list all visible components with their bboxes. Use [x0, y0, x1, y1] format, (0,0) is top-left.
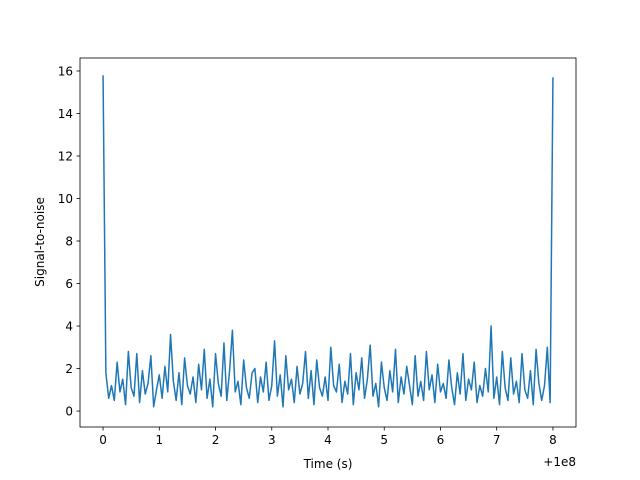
x-axis-label: Time (s): [303, 457, 353, 471]
line: [102, 75, 554, 408]
x-tick-label: 0: [99, 433, 107, 447]
axes-frame: [79, 57, 577, 428]
y-tick-label: 2: [65, 362, 73, 376]
x-tick-label: 1: [155, 433, 163, 447]
x-tick-label: 6: [437, 433, 445, 447]
x-tick-label: 8: [549, 433, 557, 447]
y-axis-label: Signal-to-noise: [33, 197, 47, 287]
y-tick-label: 14: [58, 107, 73, 121]
x-tick-label: 2: [212, 433, 220, 447]
x-tick-label: 5: [380, 433, 388, 447]
y-tick-label: 8: [65, 235, 73, 249]
y-tick-label: 10: [58, 192, 73, 206]
x-tick-label: 4: [324, 433, 332, 447]
y-tick-label: 4: [65, 320, 73, 334]
x-offset-label: +1e8: [543, 455, 576, 469]
y-tick-label: 6: [65, 277, 73, 291]
x-tick-label: 7: [493, 433, 501, 447]
y-tick-label: 12: [58, 149, 73, 163]
y-tick-label: 0: [65, 405, 73, 419]
y-tick-label: 16: [58, 64, 73, 78]
x-tick-label: 3: [268, 433, 276, 447]
